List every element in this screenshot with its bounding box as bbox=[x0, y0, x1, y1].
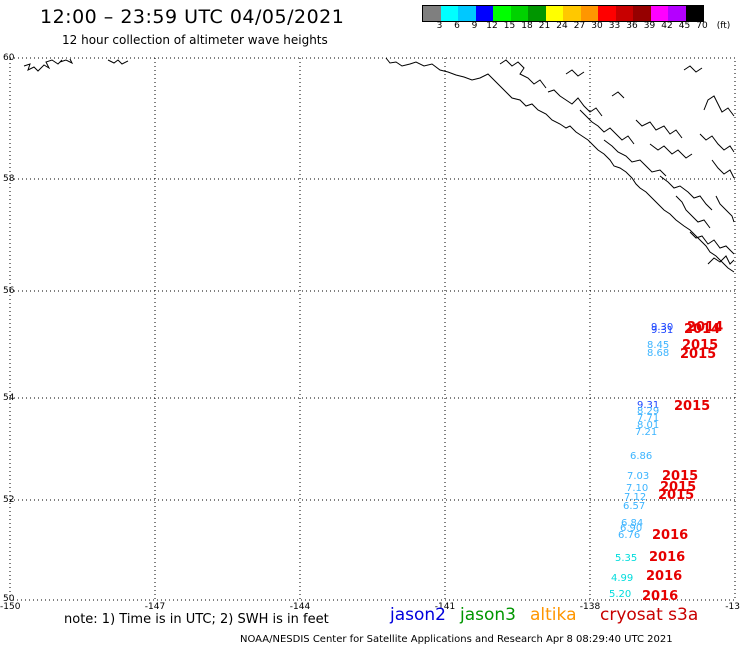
legend-swatch bbox=[458, 6, 476, 21]
lon-label: -138 bbox=[580, 602, 601, 612]
legend-swatch bbox=[493, 6, 511, 21]
legend-label: 6 bbox=[454, 21, 460, 31]
observation-time-label: 2015 bbox=[682, 338, 718, 353]
observation-height-label: 6.90 bbox=[620, 523, 642, 534]
lon-label: -144 bbox=[290, 602, 311, 612]
legend-label: 70 bbox=[696, 21, 708, 31]
legend-swatch bbox=[598, 6, 616, 21]
observation-height-label: 8.68 bbox=[647, 348, 669, 359]
legend-swatch bbox=[545, 6, 563, 21]
legend-swatch bbox=[423, 6, 441, 21]
credit-line: NOAA/NESDIS Center for Satellite Applica… bbox=[240, 634, 673, 645]
observation-time-label: 2015 bbox=[662, 469, 698, 484]
observation-time-label: 2016 bbox=[649, 550, 685, 565]
latitude-labels: 60 58 56 54 52 50 bbox=[3, 53, 15, 604]
satellite-altika: altika bbox=[530, 605, 577, 625]
legend-label: 33 bbox=[608, 21, 621, 31]
observation-time-label: 2016 bbox=[646, 569, 682, 584]
lon-label: -147 bbox=[145, 602, 165, 612]
color-legend-labels: 3 6 9 12 15 18 21 24 27 30 33 36 39 42 45 70 (ft) bbox=[422, 21, 731, 33]
observation-height-label: 9.30 bbox=[651, 322, 673, 333]
observation-height-label: 7.10 bbox=[626, 483, 648, 494]
observation-height-label: 9.31 bbox=[637, 400, 659, 411]
observation-height-label: 9.31 bbox=[651, 325, 673, 336]
legend-label: (ft) bbox=[716, 21, 731, 31]
legend-label: 30 bbox=[591, 21, 603, 31]
lat-label: 56 bbox=[3, 286, 15, 296]
observation-height-label: 7.03 bbox=[627, 471, 649, 482]
legend-label: 45 bbox=[678, 21, 691, 31]
observation-height-label: 7.21 bbox=[635, 427, 657, 438]
legend-label: 9 bbox=[471, 21, 478, 31]
map-title: 12:00 – 23:59 UTC 04/05/2021 bbox=[40, 6, 345, 28]
observation-height-label: 6.76 bbox=[618, 530, 640, 541]
legend-swatch bbox=[668, 6, 686, 21]
longitude-labels: -150 -147 -144 -141 -138 -13 bbox=[0, 602, 740, 612]
observation-height-label: 6.84 bbox=[621, 518, 643, 529]
legend-label: 15 bbox=[503, 21, 516, 31]
legend-swatch bbox=[580, 6, 598, 21]
legend-swatch bbox=[685, 6, 703, 21]
legend-swatch bbox=[510, 6, 528, 21]
legend-label: 3 bbox=[436, 21, 443, 31]
observation-time-label: 2015 bbox=[660, 480, 696, 495]
legend-swatch bbox=[475, 6, 493, 21]
legend-swatch bbox=[650, 6, 668, 21]
lat-label: 50 bbox=[3, 594, 15, 604]
legend-label: 18 bbox=[521, 21, 533, 31]
observation-time-label: 2016 bbox=[642, 589, 678, 604]
observation-time-label: 2014 bbox=[684, 322, 720, 337]
legend-swatch bbox=[633, 6, 651, 21]
observation-height-label: 7.12 bbox=[624, 492, 646, 503]
observation-height-label: 5.35 bbox=[615, 553, 637, 564]
observation-time-label: 2015 bbox=[680, 347, 716, 362]
legend-label: 27 bbox=[573, 21, 586, 31]
observation-height-label: 6.86 bbox=[630, 451, 652, 462]
lon-label: -141 bbox=[435, 602, 455, 612]
lon-label: -13 bbox=[725, 602, 740, 612]
observation-height-label: 6.57 bbox=[623, 501, 645, 512]
map-frame bbox=[9, 57, 736, 601]
lat-label: 52 bbox=[3, 495, 14, 505]
graticule bbox=[10, 58, 735, 600]
lat-label: 58 bbox=[3, 174, 15, 184]
observation-time-label: 2014 bbox=[687, 320, 723, 335]
legend-label: 21 bbox=[538, 21, 551, 31]
lon-label: -150 bbox=[0, 602, 21, 612]
observation-time-label: 2015 bbox=[674, 399, 710, 414]
legend-swatch bbox=[440, 6, 458, 21]
legend-label: 36 bbox=[626, 21, 638, 31]
legend-label: 39 bbox=[643, 21, 656, 31]
observation-height-label: 8.29 bbox=[637, 406, 659, 417]
observation-height-label: 5.20 bbox=[609, 589, 631, 600]
observation-time-label: 2016 bbox=[652, 528, 688, 543]
satellite-jason3: jason3 bbox=[460, 605, 516, 625]
lat-label: 60 bbox=[3, 53, 15, 63]
observation-height-label: 8.01 bbox=[637, 420, 659, 431]
lat-label: 54 bbox=[3, 393, 15, 403]
observation-time-label: 2015 bbox=[658, 488, 694, 503]
observation-height-label: 7.71 bbox=[637, 413, 659, 424]
legend-swatch bbox=[563, 6, 581, 21]
satellite-jason2: jason2 bbox=[390, 605, 446, 625]
observation-height-label: 4.99 bbox=[611, 573, 633, 584]
coastline bbox=[23, 57, 735, 273]
legend-swatch bbox=[615, 6, 633, 21]
observation-height-label: 8.45 bbox=[647, 340, 669, 351]
legend-label: 42 bbox=[661, 21, 673, 31]
legend-swatch bbox=[528, 6, 546, 21]
legend-label: 24 bbox=[556, 21, 568, 31]
units-note: note: 1) Time is in UTC; 2) SWH is in fe… bbox=[64, 612, 329, 627]
satellite-cryosat-s3a: cryosat s3a bbox=[600, 605, 699, 625]
color-legend bbox=[422, 5, 704, 22]
legend-label: 12 bbox=[486, 21, 498, 31]
map-subtitle: 12 hour collection of altimeter wave hei… bbox=[62, 33, 328, 47]
